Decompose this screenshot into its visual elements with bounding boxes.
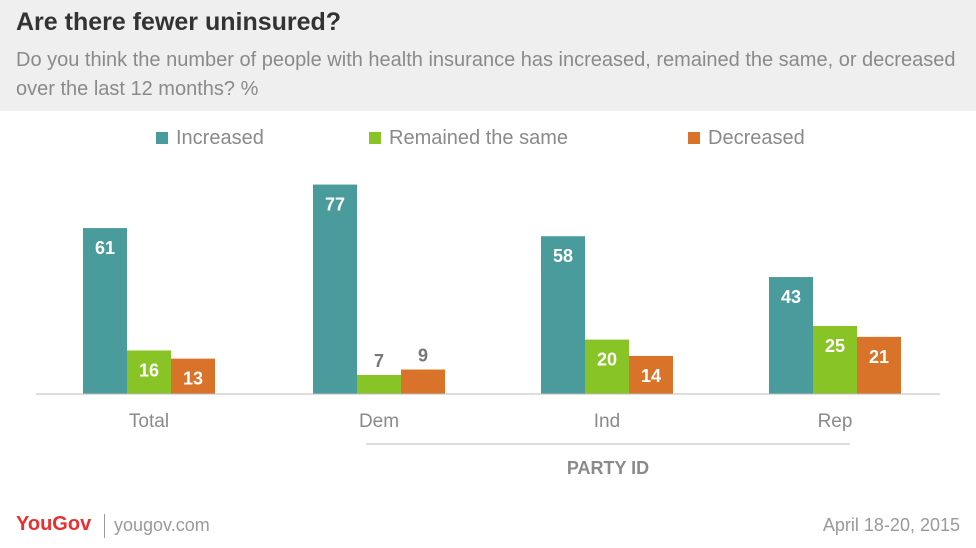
- data-label-dem-remained: 7: [374, 351, 384, 371]
- data-label-ind-increased: 58: [553, 246, 573, 266]
- bar-rep-remained: [813, 326, 857, 394]
- data-label-total-increased: 61: [95, 238, 115, 258]
- legend-item-increased: Increased: [156, 124, 264, 152]
- bar-total-decreased: [171, 358, 215, 394]
- category-label-ind: Ind: [594, 411, 620, 432]
- bar-dem-decreased: [401, 369, 445, 394]
- footer-url: yougov.com: [114, 515, 210, 535]
- legend-item-decreased: Decreased: [688, 124, 805, 152]
- chart-subtitle: Do you think the number of people with h…: [16, 49, 956, 100]
- footer-divider: [104, 514, 105, 538]
- data-label-ind-remained: 20: [597, 350, 617, 370]
- data-label-rep-increased: 43: [781, 287, 801, 307]
- legend-label-remained: Remained the same: [389, 126, 568, 149]
- bar-rep-decreased: [857, 336, 901, 394]
- bar-ind-decreased: [629, 355, 673, 394]
- legend-item-remained: Remained the same: [369, 124, 568, 152]
- header-band: Are there fewer uninsured? Do you think …: [0, 0, 976, 111]
- footer-date: April 18-20, 2015: [822, 515, 960, 535]
- legend: Increased Remained the same Decreased: [0, 124, 976, 152]
- bar-dem-remained: [357, 374, 401, 394]
- data-label-rep-remained: 25: [825, 336, 845, 356]
- category-label-dem: Dem: [359, 411, 399, 432]
- bar-total-increased: [83, 228, 127, 394]
- bar-ind-remained: [585, 339, 629, 394]
- party-id-label: PARTY ID: [567, 458, 649, 478]
- legend-label-increased: Increased: [176, 126, 264, 149]
- bar-dem-increased: [313, 184, 357, 394]
- legend-swatch-remained: [369, 132, 381, 144]
- category-label-total: Total: [129, 411, 169, 432]
- data-label-rep-decreased: 21: [869, 347, 889, 367]
- yougov-logo: YouGov: [16, 513, 92, 535]
- bar-ind-increased: [541, 236, 585, 394]
- legend-swatch-increased: [156, 132, 168, 144]
- category-label-rep: Rep: [818, 411, 853, 432]
- bar-total-remained: [127, 350, 171, 394]
- legend-label-decreased: Decreased: [708, 126, 805, 149]
- data-label-dem-decreased: 9: [418, 346, 428, 366]
- legend-swatch-decreased: [688, 132, 700, 144]
- data-label-dem-increased: 77: [325, 195, 345, 215]
- chart-title: Are there fewer uninsured?: [16, 8, 342, 36]
- data-label-total-decreased: 13: [183, 369, 203, 389]
- bar-rep-increased: [769, 277, 813, 394]
- data-label-ind-decreased: 14: [641, 366, 661, 386]
- data-label-total-remained: 16: [139, 360, 159, 380]
